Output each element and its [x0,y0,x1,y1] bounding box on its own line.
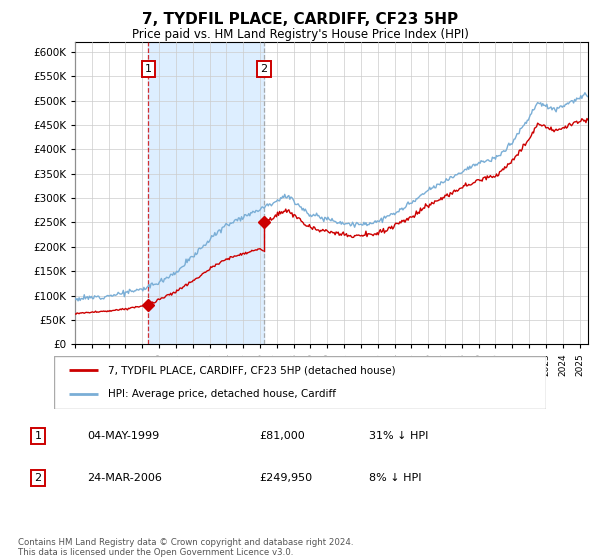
Text: £81,000: £81,000 [260,431,305,441]
Text: 04-MAY-1999: 04-MAY-1999 [87,431,159,441]
Text: Contains HM Land Registry data © Crown copyright and database right 2024.
This d: Contains HM Land Registry data © Crown c… [18,538,353,557]
Text: 2: 2 [260,64,268,74]
Text: 2: 2 [34,473,41,483]
Text: 1: 1 [34,431,41,441]
Text: 24-MAR-2006: 24-MAR-2006 [87,473,162,483]
Text: 1: 1 [145,64,152,74]
Text: 31% ↓ HPI: 31% ↓ HPI [369,431,428,441]
Text: 7, TYDFIL PLACE, CARDIFF, CF23 5HP (detached house): 7, TYDFIL PLACE, CARDIFF, CF23 5HP (deta… [108,366,396,376]
Text: 8% ↓ HPI: 8% ↓ HPI [369,473,422,483]
Text: Price paid vs. HM Land Registry's House Price Index (HPI): Price paid vs. HM Land Registry's House … [131,28,469,41]
Bar [148,42,264,344]
Text: £249,950: £249,950 [260,473,313,483]
Text: HPI: Average price, detached house, Cardiff: HPI: Average price, detached house, Card… [108,389,336,399]
Text: 7, TYDFIL PLACE, CARDIFF, CF23 5HP: 7, TYDFIL PLACE, CARDIFF, CF23 5HP [142,12,458,27]
